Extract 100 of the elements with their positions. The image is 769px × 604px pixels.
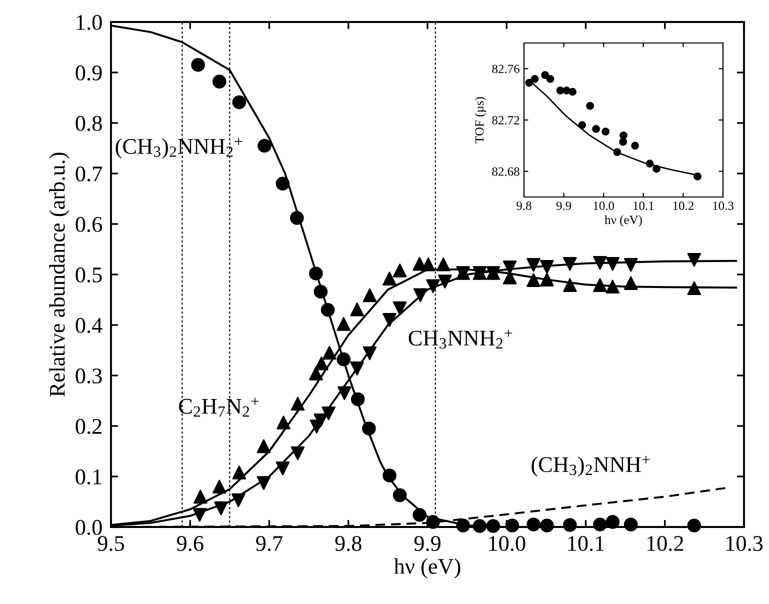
point <box>502 260 517 274</box>
point <box>362 288 377 302</box>
point <box>256 439 271 454</box>
point <box>309 266 323 280</box>
point <box>606 256 620 271</box>
x-tick-label: 9.9 <box>556 202 572 210</box>
point <box>290 396 305 411</box>
point <box>541 71 550 80</box>
point <box>563 518 577 532</box>
y-tick-label: 0.3 <box>76 368 102 384</box>
point <box>212 480 226 494</box>
point <box>258 138 272 153</box>
point <box>486 519 500 533</box>
point <box>652 164 660 173</box>
point <box>526 518 540 532</box>
y-tick-label: 0.6 <box>76 216 102 232</box>
series-label: CH$_{3}$NNH$_{2}$$^{+}$ <box>408 329 512 349</box>
point <box>563 256 577 271</box>
point <box>624 518 638 532</box>
point <box>586 102 594 110</box>
point <box>687 281 702 296</box>
point <box>568 88 577 96</box>
point <box>314 414 328 428</box>
x-tick-label: 10.3 <box>713 202 734 210</box>
point <box>191 58 205 72</box>
point <box>624 258 638 272</box>
x-tick-label: 9.9 <box>414 536 440 552</box>
point <box>525 78 534 87</box>
x-axis-title: hν (eV) <box>394 558 460 578</box>
x-tick-label: 10.1 <box>634 202 654 210</box>
y-axis-title: Relative abundance (arb.u.) <box>49 152 70 397</box>
point <box>646 160 654 168</box>
point <box>276 462 290 476</box>
point <box>290 211 304 225</box>
point <box>314 284 328 299</box>
y-tick-label: 1.0 <box>76 14 102 30</box>
point <box>192 508 207 522</box>
y-tick-label: 82.68 <box>492 167 520 176</box>
point <box>314 356 328 370</box>
point <box>350 392 365 406</box>
y-tick-label: 0.1 <box>76 469 102 485</box>
point <box>592 125 600 133</box>
point <box>232 466 246 480</box>
y-tick-label: 0.8 <box>76 116 102 132</box>
point <box>502 270 517 284</box>
point <box>593 278 607 292</box>
y-tick-label: 82.72 <box>492 116 520 125</box>
point <box>382 468 396 482</box>
point <box>232 95 246 110</box>
point <box>426 279 440 294</box>
point <box>540 272 554 286</box>
point <box>556 86 564 94</box>
x-tick-label: 9.7 <box>256 536 282 552</box>
point <box>546 74 554 83</box>
y-tick-label: 0.2 <box>76 418 102 434</box>
point <box>421 257 436 272</box>
point <box>214 501 228 516</box>
point <box>212 74 226 88</box>
x-tick-label: 10.3 <box>726 536 763 552</box>
point <box>687 252 702 267</box>
point <box>392 264 407 278</box>
point <box>436 257 450 272</box>
x-tick-label: 9.6 <box>176 536 204 552</box>
point <box>602 128 610 136</box>
x-tick-label: 9.8 <box>516 202 532 210</box>
point <box>613 148 622 156</box>
point <box>320 302 335 317</box>
point <box>456 518 470 532</box>
point <box>505 518 520 532</box>
x-axis-title: hν (eV) <box>604 215 642 227</box>
y-tick-label: 82.76 <box>492 64 520 74</box>
x-tick-label: 9.8 <box>335 536 362 552</box>
point <box>413 288 428 302</box>
point <box>593 518 607 532</box>
point <box>362 346 377 360</box>
point <box>382 313 396 327</box>
point <box>350 302 364 316</box>
point <box>606 515 620 529</box>
point <box>619 138 628 146</box>
point <box>309 366 323 380</box>
x-tick-label: 10.2 <box>673 202 694 210</box>
y-tick-label: 0.5 <box>76 267 102 283</box>
point <box>276 176 290 191</box>
point <box>338 386 352 400</box>
point <box>322 346 336 360</box>
point <box>631 142 639 150</box>
point <box>336 352 351 366</box>
point <box>231 493 246 508</box>
point <box>276 416 290 430</box>
point <box>350 362 364 376</box>
point <box>472 519 487 533</box>
point <box>290 446 305 460</box>
point <box>530 74 539 83</box>
x-tick-label: 10.0 <box>594 202 614 210</box>
y-axis-title: TOF (µs) <box>474 97 486 144</box>
x-tick-label: 9.5 <box>98 536 124 552</box>
point <box>426 515 440 529</box>
x-tick-label: 10.1 <box>568 536 604 552</box>
x-tick-label: 10.2 <box>647 536 684 552</box>
point <box>624 276 638 290</box>
